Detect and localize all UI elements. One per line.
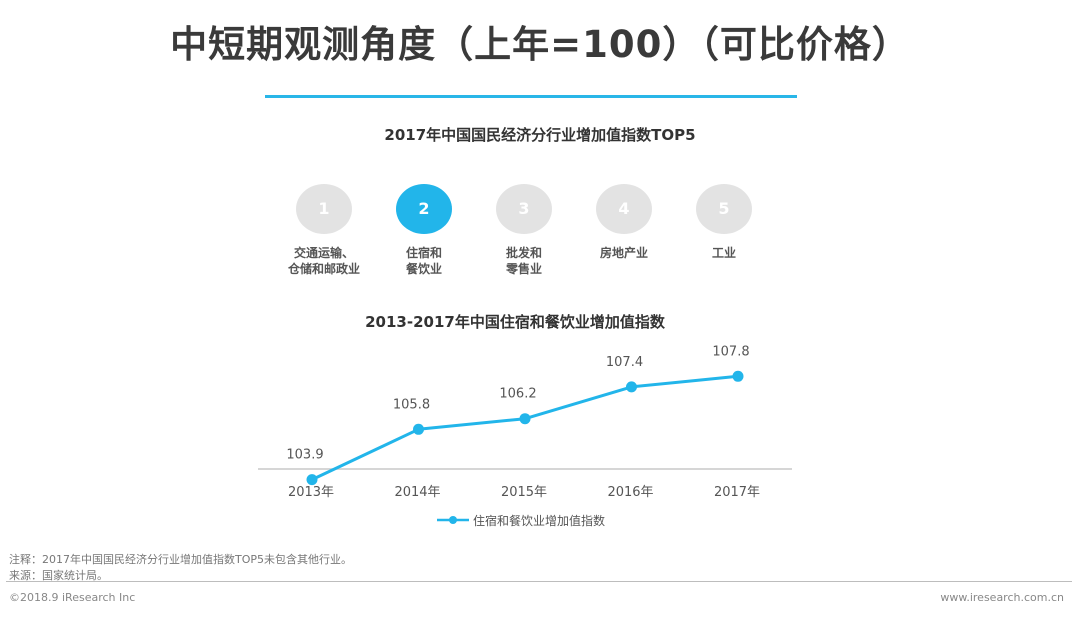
legend-label: 住宿和餐饮业增加值指数 [473,513,605,528]
x-tick-label-3: 2015年 [501,485,547,500]
data-label-5: 107.8 [712,344,749,359]
x-tick-label-5: 2017年 [714,485,760,500]
footer-website: www.iresearch.com.cn [940,591,1064,604]
x-tick-label-2: 2014年 [394,485,440,500]
footer-copyright: ©2018.9 iResearch Inc [9,591,136,604]
data-point-5 [732,370,744,382]
footer-divider [6,581,1072,582]
data-point-1 [306,474,318,486]
data-label-1: 103.9 [286,448,323,463]
data-label-3: 106.2 [499,387,536,402]
data-point-4 [626,381,637,393]
rank-item-4: 4 房地产业 [569,184,679,261]
data-point-3 [519,413,531,425]
rank-circle-4: 4 [596,184,652,234]
title-divider [265,95,797,98]
rank-label-5: 工业 [711,246,736,260]
x-tick-label-4: 2016年 [607,485,653,500]
rank-circle-1: 1 [296,184,352,234]
chart-title: 2013-2017年中国住宿和餐饮业增加值指数 [365,313,665,331]
data-label-2: 105.8 [393,397,430,412]
x-tick-label-1: 2013年 [288,485,334,500]
ranking-title: 2017年中国国民经济分行业增加值指数TOP5 [384,126,696,144]
rank-circle-3: 3 [496,184,552,234]
rank-item-5: 5 工业 [669,184,779,261]
rank-label-4: 房地产业 [599,246,648,260]
chart-source: 来源：国家统计局。 [9,569,108,582]
rank-circle-5: 5 [696,184,752,234]
rank-label-1: 交通运输、 仓储和邮政业 [287,246,360,276]
rank-item-3: 3 批发和 零售业 [469,184,579,277]
rank-item-2: 2 住宿和 餐饮业 [369,184,479,277]
data-label-4: 107.4 [606,355,643,370]
rank-circle-2: 2 [396,184,452,234]
rank-item-1: 1 交通运输、 仓储和邮政业 [269,184,379,277]
rank-label-2: 住宿和 餐饮业 [405,246,442,276]
chart-note: 注释：2017年中国国民经济分行业增加值指数TOP5未包含其他行业。 [9,553,353,566]
rank-label-3: 批发和 零售业 [505,246,542,276]
legend-marker [449,516,457,524]
page-title: 中短期观测角度（上年=100）（可比价格） [170,23,910,66]
data-point-2 [413,423,424,435]
